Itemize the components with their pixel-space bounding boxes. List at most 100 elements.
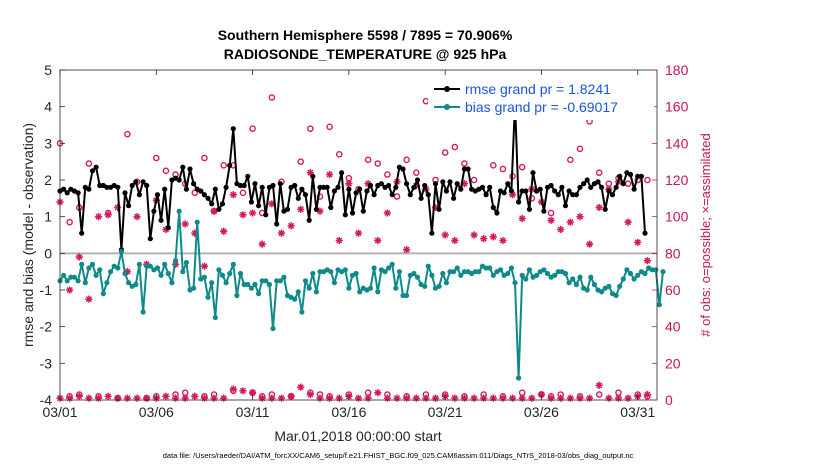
rmse-point — [526, 206, 533, 212]
legend-bias-label: bias grand pr = -0.69017 — [465, 99, 618, 115]
assimilated-marker — [518, 214, 526, 223]
bias-point — [97, 267, 103, 273]
rmse-point — [588, 184, 594, 190]
rmse-point — [566, 188, 572, 194]
legend-bias-marker — [444, 104, 450, 110]
rmse-point — [205, 195, 211, 201]
assimilated_bottom-marker — [123, 394, 132, 402]
rmse-point — [436, 206, 442, 212]
bias-point — [436, 283, 442, 289]
rmse-point — [530, 170, 536, 176]
possible-marker — [374, 160, 382, 167]
rmse-point — [335, 184, 341, 190]
assimilated-marker — [133, 213, 141, 221]
bias-point — [216, 267, 222, 273]
assimilated_bottom-marker — [114, 394, 122, 402]
possible-marker — [528, 195, 536, 202]
assimilated-marker — [229, 191, 237, 199]
possible-marker — [220, 162, 227, 169]
rmse-point — [599, 184, 605, 190]
possible-marker — [595, 169, 603, 176]
bias-point — [461, 269, 467, 275]
bias-point — [599, 289, 605, 295]
rmse-point — [642, 230, 648, 236]
bias-point — [573, 281, 580, 288]
rmse-point — [613, 184, 619, 190]
assimilated-marker — [547, 216, 555, 224]
y-tick-label: 5 — [44, 62, 52, 78]
rmse-point — [252, 181, 258, 187]
y-tick-label: -4 — [40, 392, 53, 408]
rmse-point — [89, 168, 96, 174]
assimilated-marker — [326, 170, 334, 179]
possible-marker — [152, 154, 160, 162]
bias-point — [82, 280, 88, 286]
assimilated-marker — [557, 225, 565, 234]
rmse-point — [447, 179, 453, 185]
rmse-point — [313, 206, 319, 212]
assimilated_bottom-marker — [104, 392, 112, 400]
assimilated_bottom-marker — [287, 392, 295, 400]
rmse-point — [115, 184, 121, 190]
x-tick-label: 03/16 — [331, 404, 366, 420]
rmse-point — [191, 181, 197, 187]
possible-marker — [547, 209, 555, 217]
assimilated-marker — [585, 240, 594, 248]
y-right-tick-label: 40 — [665, 319, 681, 335]
bias-point — [115, 265, 121, 271]
y-right-tick-label: 180 — [665, 62, 689, 78]
rmse-point — [147, 236, 153, 242]
bias-point — [277, 278, 283, 284]
rmse-point — [541, 208, 547, 214]
bias-point — [180, 269, 186, 275]
rmse-point — [487, 184, 493, 190]
bias-point — [108, 269, 114, 275]
rmse-point — [523, 188, 529, 194]
assimilated-marker — [566, 218, 574, 226]
x-tick-label: 03/31 — [620, 404, 655, 420]
assimilated_bottom-marker — [306, 390, 314, 399]
assimilated-marker — [114, 203, 122, 212]
bias-point — [389, 261, 395, 267]
rmse-point — [144, 182, 150, 189]
bias-point — [140, 309, 146, 315]
rmse-point — [508, 188, 514, 194]
bias-point — [306, 285, 312, 291]
possible-marker — [364, 156, 372, 164]
assimilated_bottom-marker — [393, 394, 401, 402]
bias-point — [544, 270, 551, 277]
bias-point — [635, 272, 641, 278]
y-tick-label: -1 — [40, 282, 53, 298]
bias-point — [617, 283, 623, 289]
rmse-point — [263, 212, 269, 218]
rmse-point — [555, 192, 561, 198]
rmse-point — [324, 184, 330, 190]
bias-point — [519, 272, 525, 278]
bias-point — [505, 270, 511, 277]
assimilated_bottom-marker — [191, 392, 199, 400]
possible-marker — [297, 158, 305, 165]
bias-point — [270, 325, 276, 332]
bias-point — [534, 272, 540, 278]
rmse-point — [552, 188, 558, 194]
rmse-point — [501, 190, 507, 196]
assimilated_bottom-marker — [451, 394, 459, 402]
rmse-point — [97, 182, 103, 189]
assimilated_bottom-marker — [547, 394, 555, 402]
bias-point — [541, 267, 547, 273]
y-tick-label: 3 — [44, 135, 52, 151]
possible-marker — [461, 160, 468, 167]
assimilated-marker — [297, 205, 305, 213]
rmse-point — [505, 181, 511, 187]
possible-marker — [441, 149, 449, 156]
assimilated_bottom-marker — [268, 394, 276, 402]
assimilated_bottom-marker — [258, 394, 266, 402]
bias-point — [104, 280, 110, 286]
bias-point — [367, 285, 374, 291]
bias-point — [386, 265, 392, 271]
assimilated_bottom-marker — [75, 392, 83, 400]
bias-point — [411, 270, 417, 277]
rmse-point — [64, 190, 70, 196]
rmse-point — [414, 177, 421, 183]
rmse-point — [321, 184, 327, 190]
